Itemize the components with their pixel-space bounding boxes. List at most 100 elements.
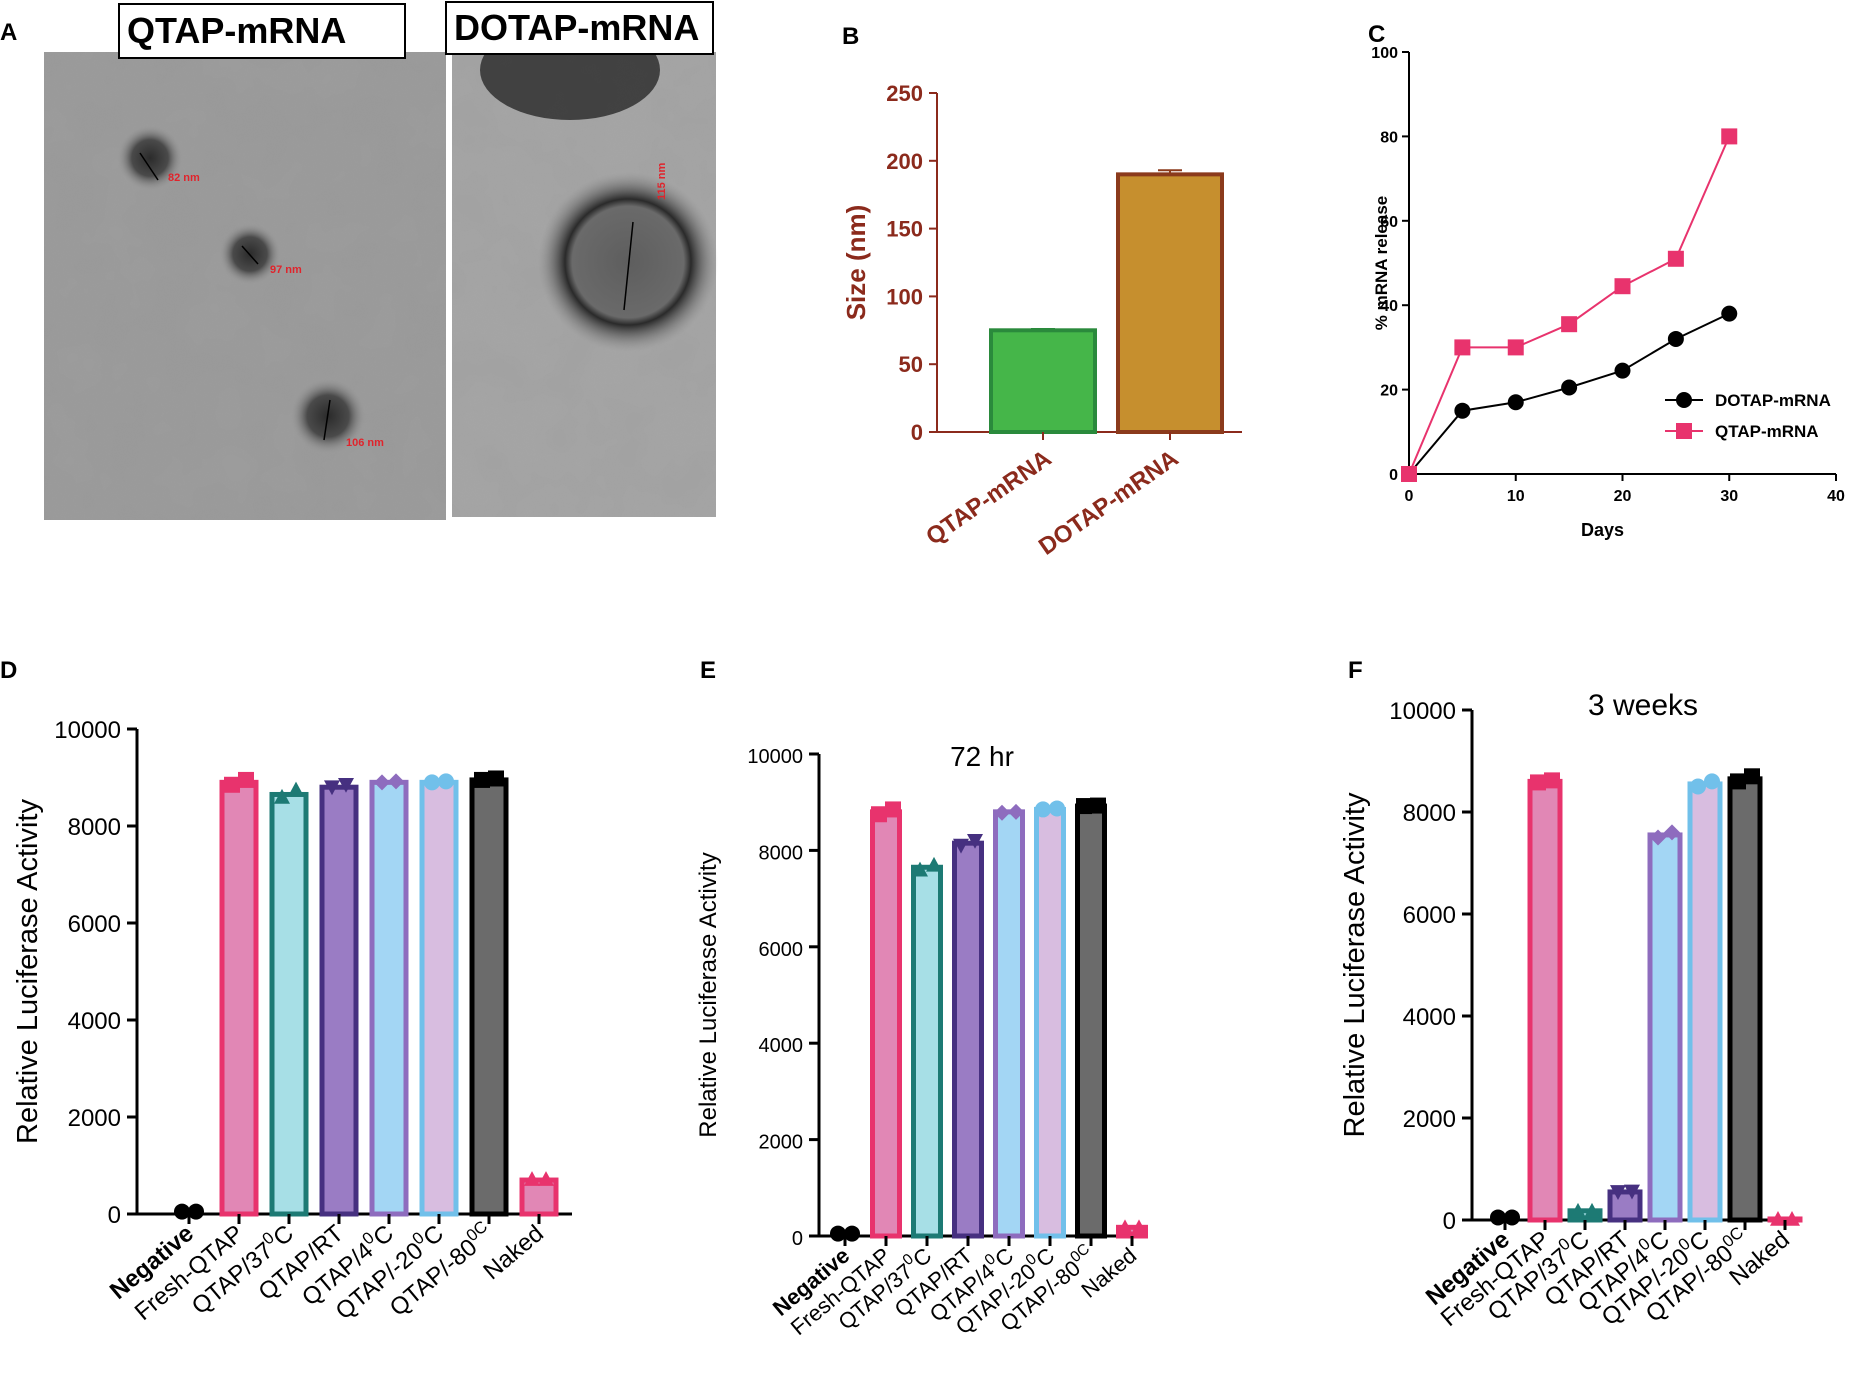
- bar-3: [319, 784, 359, 1217]
- data-point: [926, 856, 942, 872]
- y-tick-label: 8000: [68, 814, 121, 841]
- y-tick-label: 4000: [759, 1035, 804, 1057]
- chart-d: 0 2000 4000 6000 8000 10000 Relative Luciferas…: [12, 717, 572, 1326]
- data-point: [1131, 1219, 1147, 1235]
- y-axis-label: Relative Luciferase Activity: [1339, 792, 1371, 1137]
- data-point: [1454, 402, 1471, 419]
- data-point: [488, 770, 504, 787]
- data-point: [1667, 250, 1684, 267]
- data-point: [1035, 801, 1051, 818]
- chart-e: 0 2000 4000 6000 8000 10000 Relative Luciferas…: [695, 741, 1148, 1340]
- panel-letter-c: C: [1368, 21, 1385, 48]
- chart-c: 0 20 40 60 80 100 0 10 20 30 40 Days % mRNA release D…: [1371, 45, 1845, 540]
- data-point: [1561, 379, 1578, 396]
- data-point: [1507, 339, 1524, 356]
- data-point: [1090, 797, 1106, 814]
- data-point: [1721, 305, 1738, 322]
- x-tick-label-tail: C: [268, 1220, 299, 1252]
- data-point: [967, 833, 983, 849]
- data-point: [830, 1225, 846, 1242]
- y-tick-label: 2000: [68, 1105, 121, 1132]
- y-tick-label: 100: [1371, 45, 1398, 62]
- y-tick-label: 60: [1380, 214, 1398, 231]
- particle-1: [117, 125, 183, 191]
- data-point: [1454, 339, 1471, 356]
- bar-4: [369, 779, 409, 1217]
- bar-4: [1647, 832, 1683, 1223]
- data-point: [538, 1171, 554, 1186]
- bar-1: [1116, 172, 1224, 435]
- x-tick-label-tail: C: [368, 1220, 399, 1252]
- y-tick-label: 20: [1380, 383, 1398, 400]
- bar-0: [989, 328, 1097, 434]
- panel-letter-f: F: [1348, 657, 1363, 684]
- y-tick-label: 8000: [1403, 800, 1456, 827]
- y-tick-label: 0: [1443, 1208, 1456, 1235]
- legend-marker: [1676, 392, 1692, 408]
- data-point: [1504, 1209, 1520, 1226]
- chart-f: 0 2000 4000 6000 8000 10000 Relative Luciferas…: [1339, 689, 1803, 1332]
- y-tick-label: 6000: [759, 939, 804, 961]
- scale-label-115: 115 nm: [656, 162, 668, 200]
- bar-6: [1075, 803, 1107, 1239]
- y-tick-label: 8000: [759, 842, 804, 864]
- data-point: [1650, 829, 1666, 846]
- y-axis-label: Relative Luciferase Activity: [12, 799, 44, 1144]
- data-point: [324, 780, 340, 796]
- x-tick-label: 20: [1614, 488, 1632, 505]
- panel-letter-d: D: [0, 657, 17, 684]
- panel-a: A 82 nm 97 nm 106 nm 115 nm QTAP-mRNA: [0, 1, 718, 520]
- panel-letter-b: B: [842, 23, 859, 50]
- data-point: [1008, 803, 1024, 820]
- data-point: [1730, 773, 1746, 790]
- panel-letter-e: E: [700, 657, 716, 684]
- data-point: [1704, 773, 1720, 790]
- data-point: [912, 861, 928, 877]
- y-tick-label: 40: [1380, 298, 1398, 315]
- bar-1: [870, 809, 902, 1239]
- bar-6: [1727, 776, 1763, 1223]
- y-tick-label: 6000: [1403, 902, 1456, 929]
- y-tick-label: 10000: [747, 746, 803, 768]
- y-tick-label: 2000: [759, 1132, 804, 1154]
- x-tick-label: 0: [1405, 488, 1414, 505]
- bar-1: [219, 779, 259, 1217]
- legend-label: DOTAP-mRNA: [1715, 391, 1831, 410]
- data-point: [871, 806, 887, 823]
- data-point: [224, 776, 240, 793]
- bar-1: [1527, 778, 1563, 1223]
- data-point: [1544, 772, 1560, 789]
- x-axis-label: Days: [1581, 520, 1624, 540]
- x-tick-label: DOTAP-mRNA: [1034, 445, 1183, 561]
- data-point: [1721, 128, 1738, 145]
- x-tick-label-tail: C: [418, 1220, 449, 1252]
- data-point: [1784, 1210, 1800, 1226]
- data-point: [1570, 1202, 1586, 1218]
- data-point: [1401, 466, 1417, 482]
- data-point: [844, 1225, 860, 1242]
- data-point: [374, 774, 390, 791]
- y-tick-label: 10000: [1389, 698, 1456, 725]
- x-tick-label: QTAP-mRNA: [921, 445, 1056, 551]
- data-point: [1561, 316, 1578, 333]
- y-tick-label: 250: [886, 81, 923, 106]
- data-point: [1610, 1185, 1626, 1200]
- y-tick-label: 200: [886, 149, 923, 174]
- tem-image-dotap: 115 nm: [452, 20, 718, 517]
- bar-3: [952, 840, 984, 1239]
- y-tick-label: 4000: [68, 1008, 121, 1035]
- data-point: [438, 773, 454, 790]
- tem-image-qtap: 82 nm 97 nm 106 nm: [44, 52, 446, 520]
- data-point: [388, 773, 404, 790]
- y-tick-label: 150: [886, 217, 923, 242]
- y-tick-label: 6000: [68, 911, 121, 938]
- legend-label: QTAP-mRNA: [1715, 422, 1819, 441]
- panel-letter-a: A: [0, 19, 17, 46]
- bar-3: [1607, 1189, 1643, 1223]
- tem-label-dotap: DOTAP-mRNA: [454, 7, 699, 48]
- legend-marker: [1676, 423, 1692, 439]
- data-point: [1490, 1209, 1506, 1226]
- data-point: [424, 774, 440, 791]
- data-point: [274, 788, 290, 804]
